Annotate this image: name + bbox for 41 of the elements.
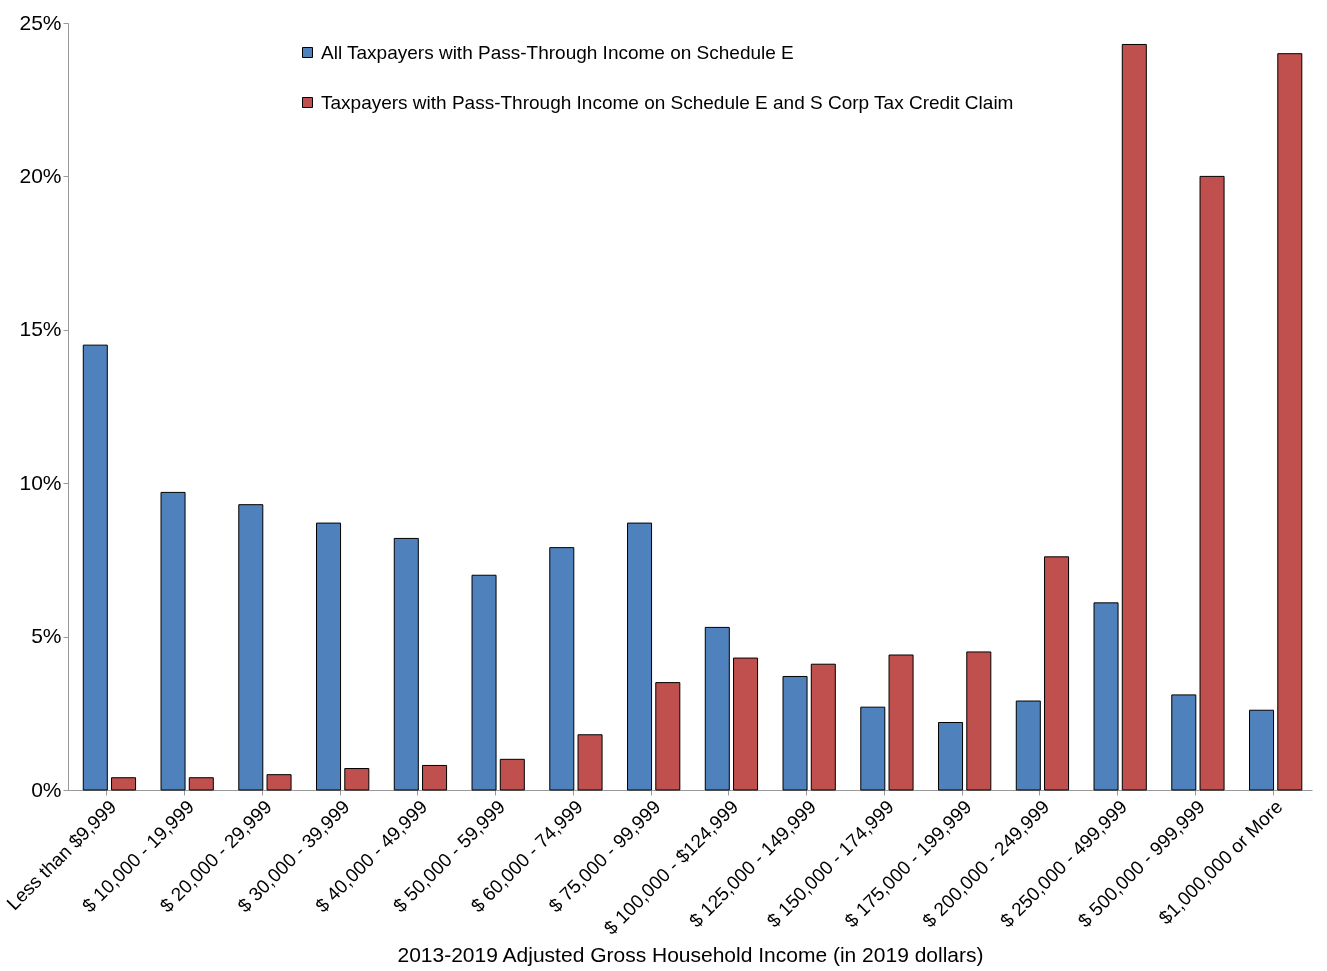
bar [111,777,137,791]
bar [82,344,108,791]
bar [344,768,370,791]
y-tick-label: 20% [19,163,62,187]
bar [1093,602,1119,791]
bar [188,777,214,791]
bar [160,491,186,791]
bar [1044,556,1070,791]
bar [810,663,836,791]
bar [471,574,497,791]
bar [238,504,264,791]
bar [888,654,914,791]
y-tick-label: 0% [31,777,62,801]
bar [1171,694,1197,791]
legend-label: Taxpayers with Pass-Through Income on Schedule E and S Corp Tax Credit Claim [321,91,1014,113]
bar [782,675,808,791]
bar [316,522,342,791]
legend-label: All Taxpayers with Pass-Through Income on Schedule E [321,41,794,63]
bar [577,734,603,791]
bar [1249,709,1275,791]
bar [1015,700,1041,791]
bar [860,706,886,791]
bar [1199,175,1225,791]
bar [733,657,759,791]
bar [1121,43,1147,791]
bar [704,626,730,791]
bar [499,758,525,791]
bar [549,547,575,791]
bar [627,522,653,791]
bar [655,682,681,791]
bar [938,722,964,791]
y-tick-label: 10% [19,470,62,494]
x-axis-title: 2013-2019 Adjusted Gross Household Income (in 2019 dollars) [397,942,984,966]
bar [266,774,292,791]
bar [1277,53,1303,791]
bar [393,537,419,791]
bar [966,651,992,791]
y-tick-label: 25% [19,10,62,34]
bar [422,764,448,791]
y-tick-label: 5% [31,624,62,648]
y-tick-label: 15% [19,317,62,341]
